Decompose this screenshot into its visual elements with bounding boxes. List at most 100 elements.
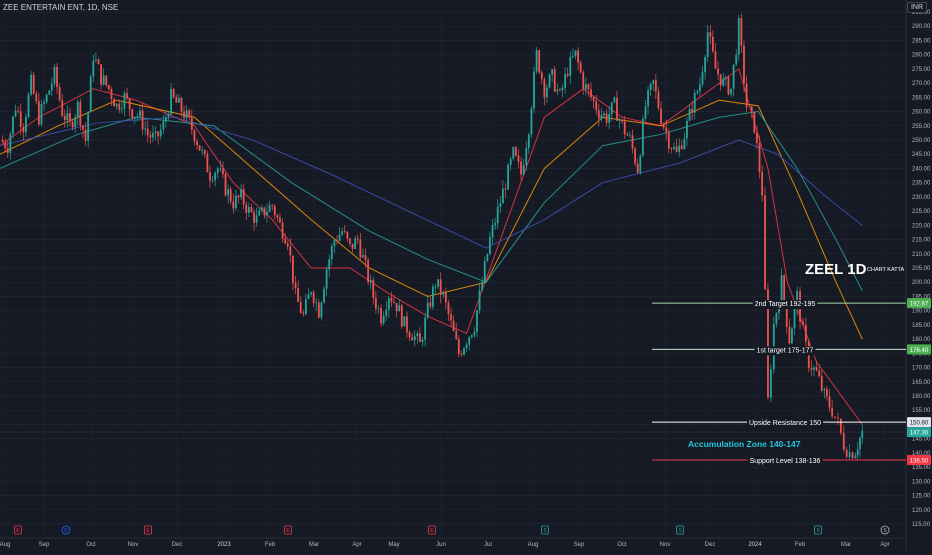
candle-body	[859, 437, 861, 450]
candle-body	[756, 132, 758, 143]
candle-body	[527, 134, 530, 149]
candle-body	[349, 238, 351, 244]
candle-body	[793, 307, 796, 329]
level-label-bg	[752, 300, 818, 310]
candle-body	[556, 89, 559, 92]
candle-body	[146, 128, 149, 136]
candle-body	[312, 292, 315, 304]
candle-body	[465, 344, 468, 349]
candle-body	[737, 18, 740, 55]
candle-body	[745, 83, 748, 108]
candle-body	[553, 69, 556, 92]
candle-body	[579, 62, 582, 73]
y-tick-label: 240.00	[912, 166, 931, 172]
x-tick-label: Jun	[436, 542, 446, 548]
candle-body	[398, 305, 401, 312]
candle-body	[680, 145, 683, 150]
candle-body	[403, 316, 406, 327]
candle-body	[354, 238, 357, 249]
candle-body	[362, 255, 364, 258]
candle-body	[608, 113, 611, 123]
chart-title-annotation: ZEEL 1D	[805, 261, 867, 278]
candle-body	[294, 283, 297, 288]
candle-body	[693, 92, 696, 113]
candle-body	[157, 131, 160, 137]
candle-body	[234, 195, 237, 209]
candle-body	[730, 88, 732, 95]
candle-body	[802, 321, 804, 326]
event-marker[interactable]	[880, 525, 890, 535]
candle-body	[419, 333, 421, 342]
candle-body	[284, 238, 287, 244]
candle-body	[351, 243, 354, 249]
candle-body	[670, 148, 673, 150]
event-marker[interactable]	[14, 525, 22, 535]
candle-body	[769, 369, 772, 398]
candle-body	[434, 286, 437, 288]
candle-body	[390, 297, 393, 302]
candle-body	[45, 94, 48, 103]
event-marker[interactable]	[61, 525, 71, 535]
candle-body	[727, 77, 730, 95]
x-tick-label: Feb	[795, 542, 806, 548]
candle-body	[494, 223, 497, 226]
candle-body	[761, 171, 764, 196]
last-price-label: 147.30	[910, 431, 929, 437]
candle-body	[631, 135, 634, 149]
candle-body	[514, 147, 517, 156]
chart-credit-annotation: CHART KATTA	[867, 267, 905, 273]
candle-body	[429, 302, 432, 307]
candle-body	[79, 101, 82, 126]
candle-body	[387, 297, 390, 310]
event-marker[interactable]	[541, 525, 549, 535]
candle-body	[605, 113, 608, 123]
price-badge-label: 136.50	[910, 459, 929, 465]
candle-body	[180, 98, 183, 112]
level-label-bg	[747, 457, 823, 466]
candle-body	[53, 66, 56, 84]
candle-body	[610, 102, 613, 114]
event-marker-label: E	[16, 528, 20, 534]
moving-average-line	[0, 68, 863, 425]
x-tick-label: Oct	[86, 542, 96, 548]
candle-body	[732, 64, 735, 89]
candle-body	[253, 212, 255, 223]
candle-body	[245, 204, 248, 213]
candle-body	[356, 238, 359, 240]
candle-body	[818, 370, 821, 377]
candle-body	[183, 111, 185, 119]
event-marker[interactable]	[428, 525, 436, 535]
candle-body	[517, 155, 520, 162]
y-tick-label: 205.00	[912, 266, 931, 272]
candle-body	[569, 56, 572, 76]
candle-body	[364, 255, 367, 261]
candle-body	[442, 292, 445, 295]
event-marker-label: S	[543, 528, 547, 534]
candle-body	[577, 50, 579, 63]
y-tick-label: 235.00	[912, 181, 931, 187]
candle-body	[105, 75, 108, 86]
event-marker[interactable]	[284, 525, 292, 535]
candle-body	[753, 111, 756, 133]
candle-body	[196, 141, 198, 146]
candle-body	[333, 240, 336, 247]
candle-body	[691, 108, 694, 113]
candle-body	[107, 85, 110, 89]
event-marker[interactable]	[144, 525, 152, 535]
candle-body	[315, 302, 318, 304]
candle-body	[644, 106, 647, 119]
x-tick-label: Aug	[0, 542, 10, 548]
candle-body	[548, 74, 551, 88]
candle-body	[260, 207, 263, 211]
candle-body	[796, 291, 799, 308]
candle-body	[719, 74, 722, 86]
candle-body	[522, 164, 525, 175]
candle-body	[320, 302, 323, 318]
currency-badge[interactable]: INR	[906, 2, 927, 13]
event-marker[interactable]	[814, 525, 822, 535]
event-marker[interactable]	[676, 525, 684, 535]
candle-body	[652, 80, 655, 84]
candle-body	[574, 50, 577, 57]
